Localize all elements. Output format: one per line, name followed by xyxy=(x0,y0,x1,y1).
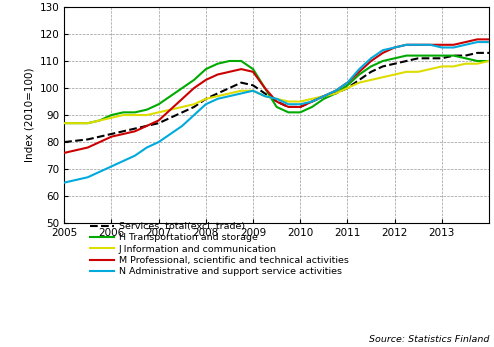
Y-axis label: Index (2010=100): Index (2010=100) xyxy=(24,68,34,162)
Text: Source: Statistics Finland: Source: Statistics Finland xyxy=(369,335,489,344)
Legend: Services, total(excl. trade), H Transportation and storage, J Information and co: Services, total(excl. trade), H Transpor… xyxy=(90,222,348,277)
